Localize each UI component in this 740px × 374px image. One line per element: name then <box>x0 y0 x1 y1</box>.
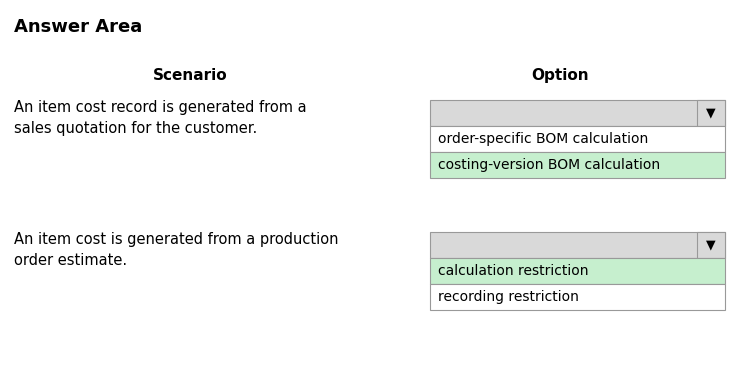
Bar <box>430 152 725 178</box>
Text: costing-version BOM calculation: costing-version BOM calculation <box>438 158 660 172</box>
Text: Scenario: Scenario <box>152 68 227 83</box>
Text: ▼: ▼ <box>706 107 716 120</box>
Text: ▼: ▼ <box>706 239 716 251</box>
Text: calculation restriction: calculation restriction <box>438 264 588 278</box>
Text: order-specific BOM calculation: order-specific BOM calculation <box>438 132 648 146</box>
Bar <box>430 284 725 310</box>
Bar <box>697 100 725 126</box>
Bar <box>430 258 725 284</box>
Text: An item cost record is generated from a
sales quotation for the customer.: An item cost record is generated from a … <box>14 100 306 136</box>
Bar <box>430 126 725 152</box>
Text: Option: Option <box>531 68 589 83</box>
Bar <box>697 232 725 258</box>
Bar <box>430 232 725 258</box>
Text: Answer Area: Answer Area <box>14 18 142 36</box>
Text: An item cost is generated from a production
order estimate.: An item cost is generated from a product… <box>14 232 338 268</box>
Text: recording restriction: recording restriction <box>438 290 579 304</box>
Bar <box>430 100 725 126</box>
